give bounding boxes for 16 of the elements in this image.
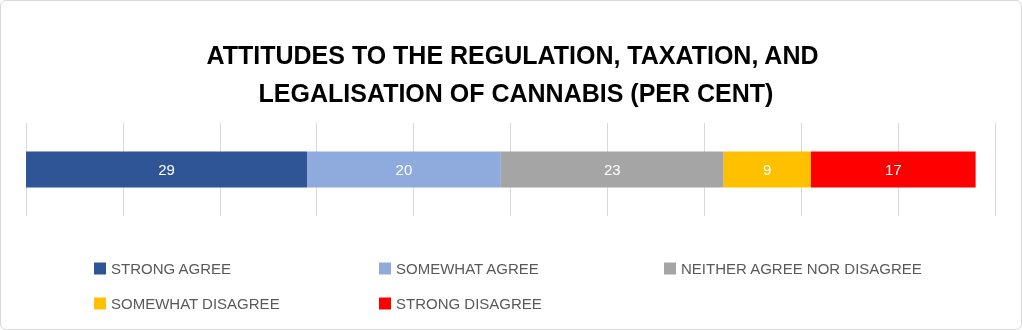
legend-label: NEITHER AGREE NOR DISAGREE (681, 260, 922, 277)
legend-label: STRONG AGREE (111, 260, 232, 277)
legend-label: SOMEWHAT AGREE (396, 260, 539, 277)
data-label: 20 (395, 161, 413, 178)
data-label: 29 (158, 161, 175, 178)
bar (26, 151, 308, 188)
bar (500, 151, 724, 188)
bar (810, 151, 976, 188)
bar (723, 151, 811, 188)
chart-title: ATTITUDES TO THE REGULATION, TAXATION, AND LEGALISATION OF CANNABIS (PER CENT) (206, 41, 826, 107)
bar (307, 151, 501, 188)
data-label: 23 (603, 161, 621, 178)
legend-label: SOMEWHAT DISAGREE (111, 295, 280, 312)
data-label: 9 (763, 161, 772, 178)
legend-label: STRONG DISAGREE (396, 295, 542, 312)
data-label: 17 (884, 161, 902, 178)
